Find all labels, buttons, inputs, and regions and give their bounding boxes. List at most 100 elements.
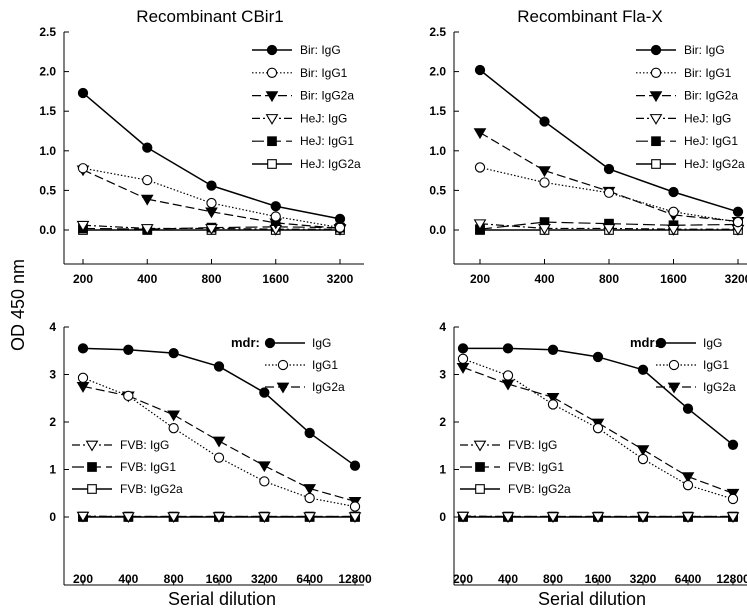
data-point	[681, 512, 695, 524]
data-point	[501, 512, 515, 524]
y-tick-label: 0	[49, 510, 56, 524]
x-tick-label: 200	[73, 272, 93, 286]
series-line	[552, 403, 599, 429]
series-fvb-igg	[456, 511, 740, 524]
series-line	[211, 227, 276, 230]
legend-group-prefix: mdr:	[630, 335, 659, 350]
data-point	[667, 224, 680, 236]
panel-title: Recombinant CBir1	[136, 7, 283, 26]
legend-label: FVB: IgG	[120, 438, 169, 452]
data-point	[205, 224, 218, 235]
data-point	[123, 344, 134, 355]
data-point	[206, 197, 217, 209]
series-line	[462, 366, 509, 385]
data-point	[547, 344, 559, 355]
legend-label: IgG	[312, 336, 331, 350]
data-point	[456, 511, 470, 523]
legend-marker	[650, 44, 662, 56]
series-bir-igg1	[77, 163, 346, 233]
data-point	[140, 224, 154, 235]
data-point	[474, 64, 486, 76]
series-igg2a	[76, 382, 362, 508]
data-point	[547, 399, 559, 410]
x-tick-label: 6400	[296, 572, 323, 586]
series-line	[82, 347, 129, 351]
data-point	[168, 347, 179, 359]
y-tick-label: 2	[439, 415, 446, 429]
chart-panel-2: 0.0 0.5 1.0 1.5 2.0 2.5 200 400 800 1600 3200 Recom…	[429, 7, 747, 286]
x-axis-label: Serial dilution	[168, 589, 276, 609]
data-point	[727, 439, 739, 450]
data-point	[77, 343, 89, 354]
series-line	[82, 169, 148, 200]
legend-marker	[266, 44, 278, 56]
series-line	[146, 146, 212, 187]
data-point	[592, 423, 604, 434]
legend-marker	[265, 91, 279, 103]
series-igg1	[77, 372, 361, 512]
data-point	[257, 512, 271, 524]
series-line	[552, 349, 599, 358]
data-point	[142, 174, 153, 186]
series-bir-igg1	[474, 162, 744, 228]
data-point	[77, 163, 89, 174]
y-axis-label: OD 450 nm	[8, 259, 28, 351]
legend-label: HeJ: IgG	[300, 111, 347, 125]
series-line	[507, 374, 554, 405]
data-point	[140, 194, 154, 206]
legend-label: IgG2a	[312, 380, 345, 394]
series-igg1	[457, 353, 739, 505]
x-tick-label: 400	[534, 272, 554, 286]
data-point	[732, 216, 744, 228]
legend: Bir: IgG Bir: IgG1 Bir: IgG2a HeJ: IgG HeJ: …	[636, 43, 745, 171]
data-point	[457, 343, 469, 354]
series-line	[608, 223, 674, 226]
series-line	[642, 449, 689, 478]
series-line	[128, 349, 174, 354]
series-line	[544, 181, 610, 194]
series-line	[275, 222, 341, 230]
series-line	[218, 457, 265, 482]
legend-label: Bir: IgG	[684, 43, 725, 57]
legend-marker	[668, 359, 680, 371]
data-point	[77, 372, 89, 383]
series-line	[544, 221, 610, 225]
data-point	[334, 222, 346, 233]
series-line	[507, 383, 554, 398]
data-point	[168, 423, 179, 434]
y-tick-label: 2.5	[429, 25, 446, 39]
legend-label: IgG	[703, 336, 722, 350]
series-line	[687, 484, 734, 500]
data-point	[348, 512, 362, 524]
data-point	[546, 392, 560, 404]
series-line	[82, 224, 148, 230]
legend-label: FVB: IgG	[508, 438, 557, 452]
chart-panel-1: 0.0 0.5 1.0 1.5 2.0 2.5 200 400 800 1600 3200 Recom…	[39, 7, 364, 286]
y-tick-label: 2.5	[39, 25, 56, 39]
series-line	[608, 168, 674, 193]
legend-marker	[276, 382, 290, 394]
data-point	[732, 206, 744, 217]
series-line	[597, 427, 644, 460]
series-line	[147, 179, 212, 204]
legend-label: HeJ: IgG1	[300, 134, 354, 148]
legend-label: Bir: IgG1	[684, 66, 732, 80]
series-line	[673, 214, 739, 222]
y-tick-label: 1	[439, 463, 446, 477]
series-line	[687, 476, 734, 494]
x-tick-label: 400	[118, 572, 138, 586]
data-point	[473, 128, 487, 140]
y-tick-label: 0.5	[39, 183, 56, 197]
legend-marker	[265, 114, 279, 125]
x-tick-label: 1600	[206, 572, 233, 586]
legend-marker	[667, 382, 681, 394]
legend-label: IgG2a	[703, 380, 736, 394]
data-point	[259, 387, 270, 398]
x-tick-label: 3200	[630, 572, 657, 586]
series-line	[597, 422, 644, 451]
legend-marker	[85, 440, 99, 452]
data-point	[539, 116, 550, 127]
legend-marker	[649, 91, 663, 103]
series-line	[673, 211, 739, 223]
data-point	[502, 343, 514, 354]
